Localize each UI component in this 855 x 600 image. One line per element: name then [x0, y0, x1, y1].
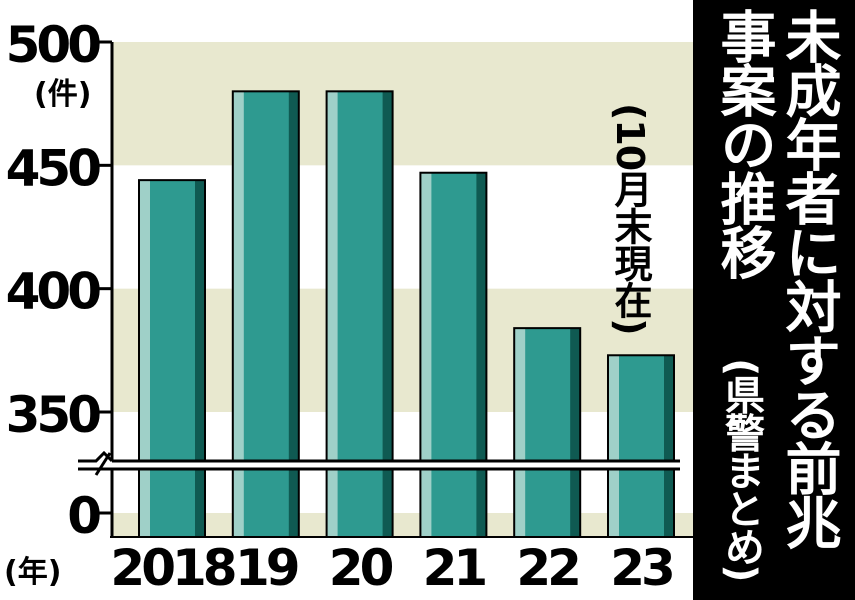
y-unit-label: (件): [34, 77, 91, 112]
x-tick-label: 2018: [110, 539, 234, 597]
chart-title-line-1: 未成年者に対する前兆: [776, 8, 841, 548]
background-band: [112, 513, 693, 537]
bar-highlight: [326, 91, 338, 537]
bar: [513, 327, 582, 538]
source-note: (県警まとめ): [718, 358, 764, 581]
chart-title-line-2: 事案の推移: [711, 8, 776, 278]
y-tick-label: 450: [6, 139, 101, 197]
bar-highlight: [514, 328, 526, 537]
x-tick-label: 21: [423, 539, 486, 597]
title-panel: [693, 0, 855, 600]
x-tick-label: 22: [516, 539, 578, 597]
y-tick-label: 400: [6, 263, 101, 321]
bar-highlight: [139, 180, 150, 537]
background-band: [112, 288, 693, 412]
bar-highlight: [420, 172, 432, 537]
x-tick-label: 23: [610, 539, 672, 597]
bar-highlight: [232, 91, 244, 537]
bar-shadow: [476, 172, 487, 537]
y-tick-label: 0: [67, 487, 100, 545]
x-unit-label: (年): [4, 555, 61, 590]
x-tick-label: 20: [329, 539, 393, 597]
bar-highlight: [608, 355, 619, 537]
bar-shadow: [570, 328, 581, 537]
bar-shadow: [288, 91, 299, 537]
date-note: (10月末現在): [608, 103, 652, 335]
y-tick-label: 500: [6, 16, 101, 74]
bar: [419, 171, 488, 538]
bar-shadow: [664, 355, 674, 537]
x-tick-label: 19: [235, 539, 298, 597]
bar-shadow: [195, 180, 205, 537]
y-tick-label: 350: [6, 386, 101, 444]
axis-break-gap: [95, 461, 680, 469]
background-band: [112, 42, 693, 166]
bar-shadow: [382, 91, 393, 537]
axis-break-zigzag: [94, 452, 112, 476]
bar: [607, 354, 675, 538]
bar: [138, 179, 206, 538]
